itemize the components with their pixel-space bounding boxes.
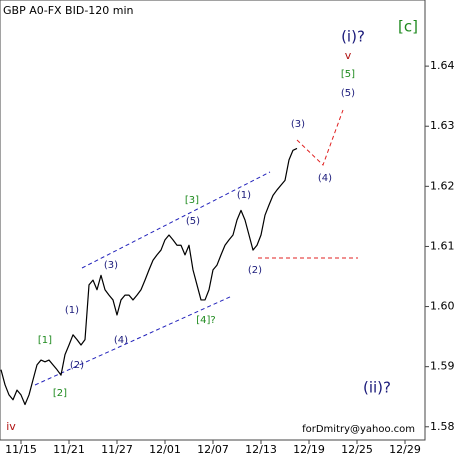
x-tick-label: 12/01 [149,443,181,456]
wave-label: (2) [70,360,84,371]
channel-upper [81,171,271,269]
wave-label: [2] [53,388,67,399]
y-tick-label: 1.64 [430,59,455,72]
plot-frame [0,0,426,441]
y-tick-label: 1.63 [430,119,455,132]
wave-label: iv [6,420,16,433]
projection [296,109,344,166]
y-tick-label: 1.62 [430,179,455,192]
wave-label: [c] [398,18,418,36]
wave-label: (3) [104,260,118,271]
x-tick-label: 11/21 [53,443,85,456]
price-line [0,147,298,406]
wave-label: [5] [341,69,355,80]
x-tick-label: 12/07 [197,443,229,456]
wave-label: (i)? [341,28,365,46]
wave-label: (1) [65,305,79,316]
wave-label: [4]? [196,315,215,326]
channel-lower [34,295,233,386]
x-tick-label: 12/29 [389,443,421,456]
wave-label: [1] [38,335,52,346]
wave-label: (5) [341,88,355,99]
wave-label: v [345,49,352,62]
x-tick-label: 11/27 [101,443,133,456]
y-tick-label: 1.60 [430,300,455,313]
footer: forDmitry@yahoo.com [302,424,415,435]
wave-label: (5) [186,216,200,227]
x-tick-label: 12/13 [245,443,277,456]
y-tick-label: 1.58 [430,420,455,433]
wave-label: (2) [248,265,262,276]
x-tick-label: 12/19 [293,443,325,456]
y-tick-label: 1.59 [430,360,455,373]
wave-label: [3] [185,195,199,206]
wave-label: (4) [114,335,128,346]
x-tick-label: 12/25 [341,443,373,456]
x-tick-label: 11/15 [5,443,37,456]
chart-title: GBP A0-FX BID-120 min [3,4,134,17]
wave-label: (4) [318,173,332,184]
y-tick-label: 1.61 [430,239,455,252]
wave-label: (ii)? [363,379,391,397]
wave-label: (3) [291,119,305,130]
wave-label: (1) [237,190,251,201]
